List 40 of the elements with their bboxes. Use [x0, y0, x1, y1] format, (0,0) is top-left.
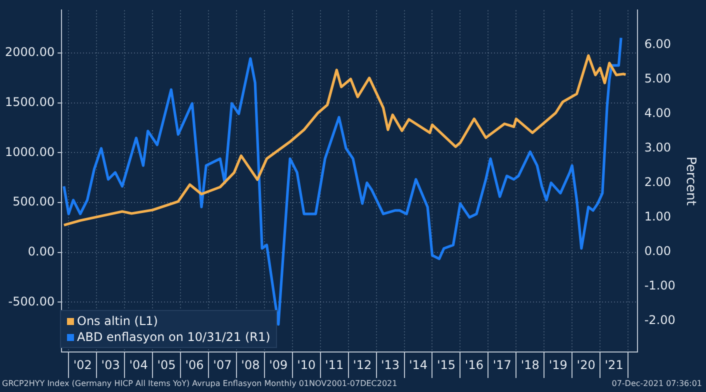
y-tick-label: 1000.00	[5, 144, 55, 159]
x-tick-label: '04	[129, 358, 148, 372]
text: GRCP2HYY Index (Germany HICP All Items YoY) Avrupa Enflasyon Monthly 01NOV2001-07DEC2021	[2, 379, 398, 390]
y2-axis-title: Percent	[682, 156, 698, 206]
y2-tick-label: 1.00	[644, 209, 672, 224]
x-tick-label: '02	[73, 358, 92, 372]
y2-tick-label: 2.00	[644, 174, 672, 189]
x-tick-label: '05	[157, 358, 176, 372]
x-tick-label: '21	[604, 358, 624, 372]
x-tick-label: '09	[269, 358, 288, 372]
y2-tick-label: -2.00	[644, 313, 676, 328]
text: 07-Dec-2021 07:36:01	[612, 379, 702, 390]
x-tick-label: '13	[380, 358, 400, 372]
x-tick-label: '17	[492, 358, 512, 372]
x-tick-label: '18	[520, 358, 540, 372]
x-tick-label: '19	[548, 358, 568, 372]
y-tick-label: 2000.00	[5, 45, 55, 60]
x-tick-label: '10	[297, 358, 316, 372]
y-tick-label: -500.00	[8, 294, 55, 308]
legend-label: Ons altin (L1)	[76, 313, 159, 329]
x-tick-label: '12	[353, 358, 372, 372]
x-tick-label: '08	[241, 358, 260, 372]
legend-label: ABD enflasyon on 10/31/21 (R1)	[76, 329, 270, 345]
x-tick-label: '11	[325, 358, 344, 372]
y-tick-label: 500.00	[12, 194, 55, 209]
y2-tick-label: 4.00	[644, 106, 672, 120]
y2-tick-label: 3.00	[644, 140, 672, 154]
y2-tick-label: 5.00	[644, 71, 672, 86]
x-tick-label: '16	[464, 358, 484, 372]
x-tick-label: '03	[101, 358, 120, 372]
y2-tick-label: 6.00	[644, 36, 672, 51]
x-tick-label: '06	[185, 358, 204, 372]
y-tick-label: 0.00	[28, 244, 55, 258]
x-tick-label: '07	[213, 358, 232, 372]
y2-tick-label: 0.00	[644, 244, 672, 258]
x-tick-label: '20	[576, 358, 596, 372]
y2-tick-label: -1.00	[644, 278, 676, 293]
x-tick-label: '15	[436, 358, 456, 372]
y-tick-label: 1500.00	[5, 95, 55, 109]
x-tick-label: '14	[408, 358, 428, 372]
